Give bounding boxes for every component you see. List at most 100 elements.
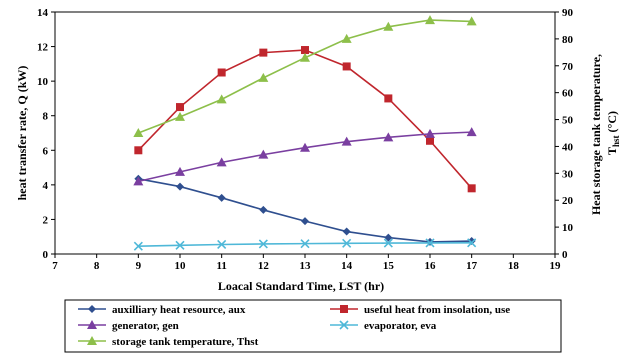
legend-swatch-marker (87, 320, 97, 329)
marker-stroke (175, 240, 185, 250)
x-tick-label: 19 (550, 260, 562, 272)
data-point (176, 182, 184, 191)
x-tick-label: 10 (175, 260, 187, 272)
data-point (134, 146, 143, 155)
data-point (217, 193, 226, 202)
series-layer (133, 15, 477, 251)
series-line (138, 19, 472, 134)
marker-stroke (342, 238, 352, 248)
left-y-tick-label: 2 (43, 214, 49, 226)
left-y-tick-label: 6 (43, 145, 49, 157)
data-point (133, 241, 143, 251)
x-tick-label: 16 (425, 260, 437, 272)
series-3 (133, 238, 477, 251)
left-y-tick-label: 0 (43, 249, 49, 261)
data-point (467, 184, 476, 193)
data-point (216, 157, 227, 167)
series-0 (134, 174, 476, 246)
right-y-tick-label: 20 (562, 195, 574, 207)
x-tick-label: 17 (466, 260, 478, 272)
data-point (466, 127, 477, 137)
legend-swatch-marker (339, 320, 349, 330)
legend-label: storage tank temperature, Thst (112, 336, 259, 348)
legend-swatch-marker (87, 336, 97, 345)
x-tick-label: 13 (300, 260, 312, 272)
data-point (175, 111, 185, 121)
legend-label: useful heat from insolation, use (364, 304, 510, 316)
right-y-axis-title: Heat storage tank temperature, Thst(°C) (589, 51, 620, 215)
right-y-axis-title-line1: Heat storage tank temperature, (589, 54, 603, 215)
right-y-axis-title-line2: Thst(°C) (605, 111, 620, 155)
right-y-tick-label: 80 (562, 34, 574, 46)
legend-label: evaporator, eva (364, 320, 437, 332)
data-point (425, 15, 435, 25)
data-point (300, 142, 310, 152)
data-point (342, 238, 352, 248)
x-tick-label: 12 (258, 260, 270, 272)
right-y-tick-label: 70 (562, 61, 574, 73)
left-y-axis: 0 2 4 6 8 10 12 14 (37, 7, 55, 261)
data-point (341, 33, 352, 43)
data-point (258, 72, 269, 82)
right-y-tick-label: 0 (562, 249, 568, 261)
right-y-tick-label: 40 (562, 141, 574, 153)
series-2 (133, 127, 477, 186)
right-y-tick-label: 10 (562, 222, 574, 234)
series-line (138, 131, 472, 183)
data-point (384, 233, 393, 242)
data-point (217, 239, 227, 250)
data-point (383, 238, 393, 248)
series-line (137, 49, 473, 189)
x-tick-label: 9 (136, 260, 142, 272)
left-y-axis-title: heat transfer rate, Q (kW) (15, 66, 29, 201)
data-point (175, 240, 185, 250)
marker-stroke (425, 238, 435, 248)
right-y-axis: 0 10 20 30 40 50 60 70 80 90 (555, 7, 574, 261)
x-tick-label: 8 (94, 260, 100, 272)
legend-item: useful heat from insolation, use (330, 304, 510, 316)
x-tick-label: 14 (341, 260, 353, 272)
marker-stroke (258, 239, 268, 249)
data-point (301, 217, 309, 226)
data-point (176, 103, 184, 112)
legend-swatch-marker (340, 305, 348, 313)
data-point (341, 136, 352, 146)
x-axis: 7 8 9 10 11 12 13 14 15 16 17 18 19 (52, 254, 561, 272)
data-point (259, 205, 268, 214)
left-y-tick-label: 14 (37, 7, 49, 19)
right-y-tick-label: 50 (562, 115, 574, 127)
data-point (342, 227, 351, 236)
x-tick-label: 7 (52, 260, 58, 272)
marker-stroke (467, 238, 477, 248)
legend-label: auxilliary heat resource, aux (112, 304, 246, 316)
x-axis-title: Loacal Standard Time, LST (hr) (218, 279, 384, 293)
data-point (133, 128, 144, 137)
legend-frame (64, 299, 562, 353)
data-point (383, 21, 394, 31)
x-tick-label: 18 (508, 260, 520, 272)
data-point (259, 48, 268, 57)
right-y-axis-title-sub: hst (611, 135, 620, 147)
left-y-tick-label: 4 (43, 180, 49, 192)
marker-stroke (339, 320, 349, 330)
data-point (217, 68, 226, 77)
data-point (342, 62, 351, 71)
data-point (384, 94, 393, 103)
data-point (300, 52, 310, 62)
series-1 (134, 46, 476, 193)
data-point (300, 239, 310, 249)
marker-stroke (217, 239, 227, 250)
right-y-tick-label: 60 (562, 88, 574, 100)
data-point (467, 238, 477, 248)
right-y-tick-label: 30 (562, 168, 574, 180)
data-point (301, 46, 309, 55)
legend-item: auxilliary heat resource, aux (78, 304, 246, 316)
left-y-tick-label: 8 (43, 111, 49, 123)
data-point (175, 166, 185, 176)
data-point (258, 239, 268, 249)
data-point (383, 132, 394, 142)
legend-item: evaporator, eva (330, 320, 437, 332)
data-point (216, 94, 227, 104)
data-point (133, 176, 144, 186)
